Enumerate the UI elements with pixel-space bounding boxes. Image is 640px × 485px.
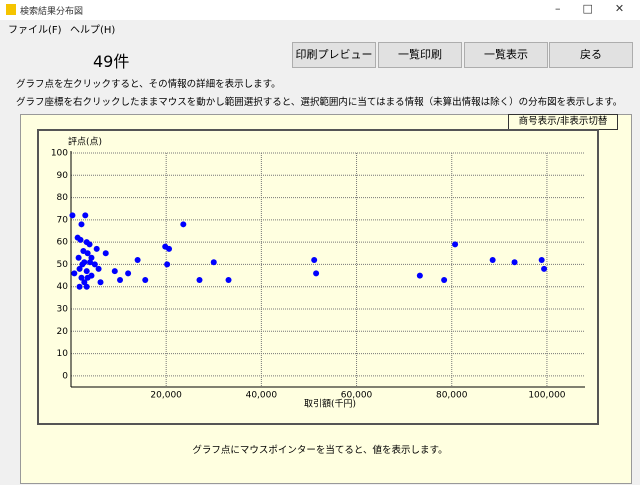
plot-frame	[37, 129, 599, 425]
data-point	[452, 241, 459, 248]
data-point	[180, 221, 187, 228]
data-point	[511, 259, 518, 266]
x-tick-label: 80,000	[436, 391, 468, 401]
y-tick-label: 40	[57, 282, 69, 292]
window-title: 検索結果分布図	[20, 7, 84, 17]
data-point	[83, 268, 90, 275]
data-point	[91, 261, 98, 268]
menu-bar	[0, 20, 640, 35]
x-tick-label: 60,000	[341, 391, 373, 401]
data-point	[88, 272, 95, 279]
data-point	[313, 270, 320, 277]
data-point	[71, 270, 78, 277]
data-point	[75, 254, 82, 261]
data-point	[311, 256, 318, 263]
data-point	[111, 268, 118, 275]
data-point	[210, 259, 217, 266]
menu-item[interactable]: ヘルプ(H)	[70, 25, 116, 36]
data-point	[79, 261, 86, 268]
data-point	[77, 236, 84, 243]
data-point	[102, 250, 109, 257]
x-tick-label: 100,000	[528, 391, 565, 401]
y-tick-label: 30	[57, 305, 69, 315]
app-icon	[6, 4, 16, 15]
data-point	[69, 212, 76, 219]
data-point	[93, 245, 100, 252]
button[interactable]: 印刷プレビュー	[292, 42, 376, 68]
y-tick-label: 80	[57, 193, 69, 203]
data-point	[95, 265, 102, 272]
window-controls[interactable]: –□✕	[555, 2, 640, 15]
x-tick-label: 20,000	[150, 391, 182, 401]
y-tick-label: 0	[62, 371, 68, 381]
x-axis-label: 取引額(千円)	[304, 398, 356, 410]
button[interactable]: 一覧印刷	[378, 42, 462, 68]
data-point	[489, 256, 496, 263]
button[interactable]: 一覧表示	[464, 42, 548, 68]
menu-item[interactable]: ファイル(F)	[8, 25, 62, 36]
data-point	[166, 245, 173, 252]
result-count: 49件	[93, 52, 130, 71]
data-point	[83, 283, 90, 290]
data-point	[117, 277, 124, 284]
y-tick-label: 20	[57, 327, 69, 337]
y-tick-label: 50	[57, 260, 69, 270]
x-tick-label: 40,000	[246, 391, 278, 401]
data-point	[164, 261, 171, 268]
data-point	[76, 283, 83, 290]
y-tick-label: 90	[57, 171, 69, 181]
data-point	[76, 265, 83, 272]
y-axis-label: 評点(点)	[68, 136, 102, 148]
data-point	[416, 272, 423, 279]
data-point	[82, 212, 89, 219]
data-point	[441, 277, 448, 284]
instruction: グラフ座標を右クリックしたままマウスを動かし範囲選択すると、選択範囲内に当てはま…	[16, 97, 623, 108]
y-tick-label: 10	[57, 349, 69, 359]
y-tick-label: 100	[51, 149, 68, 159]
data-point	[78, 274, 85, 281]
data-point	[541, 265, 548, 272]
instruction: グラフ点を左クリックすると、その情報の詳細を表示します。	[16, 79, 281, 90]
title-bar	[0, 0, 640, 20]
data-point	[81, 279, 88, 286]
footer-note: グラフ点にマウスポインターを当てると、値を表示します。	[192, 445, 448, 456]
data-point	[125, 270, 132, 277]
data-point	[196, 277, 203, 284]
y-tick-label: 70	[57, 215, 69, 225]
data-point	[86, 241, 93, 248]
data-point	[538, 256, 545, 263]
data-point	[97, 279, 104, 286]
data-point	[225, 277, 232, 284]
data-point	[134, 256, 141, 263]
button[interactable]: 戻る	[549, 42, 633, 68]
data-point	[142, 277, 149, 284]
data-point	[87, 259, 94, 266]
y-tick-label: 60	[57, 238, 69, 248]
data-point	[78, 221, 85, 228]
data-point	[84, 250, 91, 257]
